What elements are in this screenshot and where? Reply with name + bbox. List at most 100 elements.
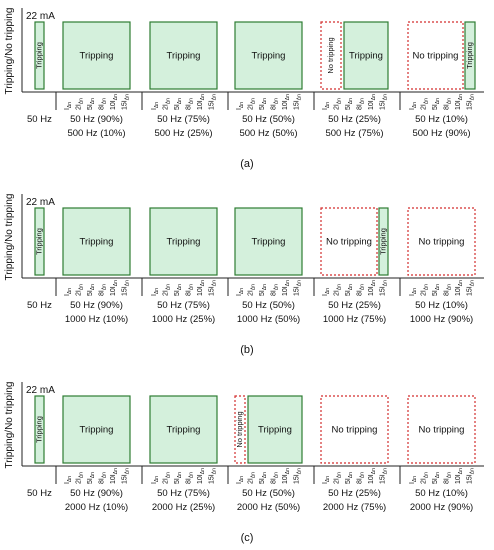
tick-label: 10IΔn [455, 468, 464, 484]
current-label: 22 mA [26, 11, 55, 22]
tick-label: 15IΔn [467, 280, 476, 296]
tick-label: 15IΔn [380, 468, 389, 484]
tick-label: 10IΔn [110, 468, 119, 484]
y-axis-label: Tripping/No tripping [4, 194, 15, 281]
tick-label: 8IΔn [357, 472, 366, 484]
no-tripping-box-label: No tripping [326, 237, 372, 248]
tick-label: 15IΔn [122, 94, 131, 110]
freq-label-2: 1000 Hz (25%) [152, 314, 215, 325]
tick-label: 2IΔn [163, 472, 172, 484]
tick-label: 8IΔn [271, 472, 280, 484]
tick-label: 15IΔn [122, 468, 131, 484]
tick-label: 15IΔn [380, 280, 389, 296]
tick-label: 10IΔn [197, 280, 206, 296]
freq-label-2: 1000 Hz (50%) [237, 314, 300, 325]
tripping-box-label: Tripping [167, 425, 201, 436]
tick-label: 15IΔn [209, 468, 218, 484]
tick-label: 2IΔn [76, 98, 85, 110]
tripping-box [62, 207, 131, 276]
freq-label-1: 50 Hz (50%) [242, 488, 295, 499]
freq-label-2: 2000 Hz (50%) [237, 502, 300, 513]
reference-tripping-box-label: Tripping [34, 416, 43, 443]
freq-label-2: 2000 Hz (75%) [323, 502, 386, 513]
tick-label: 5IΔn [432, 472, 441, 484]
tick-label: 10IΔn [282, 94, 291, 110]
tick-label: 2IΔn [248, 472, 257, 484]
tick-label: 5IΔn [87, 472, 96, 484]
tick-label: 8IΔn [357, 284, 366, 296]
tick-label: IΔn [151, 102, 160, 110]
freq-label-2: 2000 Hz (25%) [152, 502, 215, 513]
tick-label: 2IΔn [421, 284, 430, 296]
reference-freq-label: 50 Hz [27, 300, 52, 311]
tripping-box [234, 207, 303, 276]
tick-label: IΔn [151, 476, 160, 484]
freq-label-1: 50 Hz (25%) [328, 488, 381, 499]
tick-label: 8IΔn [186, 284, 195, 296]
tick-label: 2IΔn [76, 284, 85, 296]
tick-label: 10IΔn [197, 94, 206, 110]
no-tripping-box-label: No tripping [326, 37, 335, 73]
tick-label: 2IΔn [421, 98, 430, 110]
freq-label-1: 50 Hz (50%) [242, 114, 295, 125]
reference-tripping-box-label: Tripping [34, 42, 43, 69]
tick-label: 2IΔn [334, 472, 343, 484]
freq-label-2: 500 Hz (10%) [67, 128, 125, 139]
panel-label: (b) [240, 344, 253, 356]
tripping-box-label: Tripping [80, 237, 114, 248]
tick-label: 15IΔn [294, 468, 303, 484]
current-label: 22 mA [26, 197, 55, 208]
freq-label-1: 50 Hz (90%) [70, 300, 123, 311]
tripping-box-label: Tripping [80, 51, 114, 62]
freq-label-1: 50 Hz (10%) [415, 114, 468, 125]
tick-label: 10IΔn [455, 280, 464, 296]
no-tripping-box [320, 21, 342, 90]
tick-label: 5IΔn [174, 98, 183, 110]
y-axis-label: Tripping/No tripping [4, 8, 15, 95]
no-tripping-box-label: No tripping [419, 237, 465, 248]
tripping-box-label: Tripping [465, 42, 474, 69]
freq-label-1: 50 Hz (10%) [415, 300, 468, 311]
freq-label-1: 50 Hz (90%) [70, 114, 123, 125]
tick-label: 15IΔn [294, 280, 303, 296]
tick-label: 5IΔn [87, 98, 96, 110]
panel-label: (a) [240, 158, 253, 170]
no-tripping-box-label: No tripping [419, 425, 465, 436]
tick-label: 5IΔn [259, 284, 268, 296]
tick-label: IΔn [409, 476, 418, 484]
tick-label: 2IΔn [163, 284, 172, 296]
tick-label: IΔn [64, 102, 73, 110]
tick-label: 8IΔn [99, 98, 108, 110]
panel-label: (c) [241, 532, 254, 544]
tripping-box-label: Tripping [252, 51, 286, 62]
current-label: 22 mA [26, 385, 55, 396]
tick-label: 5IΔn [345, 284, 354, 296]
tick-label: 5IΔn [345, 98, 354, 110]
freq-label-1: 50 Hz (25%) [328, 114, 381, 125]
tick-label: 8IΔn [186, 472, 195, 484]
tick-label: 2IΔn [76, 472, 85, 484]
tick-label: IΔn [322, 476, 331, 484]
no-tripping-box-label: No tripping [235, 411, 244, 447]
freq-label-1: 50 Hz (75%) [157, 114, 210, 125]
tick-label: 15IΔn [294, 94, 303, 110]
reference-tripping-box-label: Tripping [34, 228, 43, 255]
tick-label: 2IΔn [248, 98, 257, 110]
tick-label: IΔn [322, 288, 331, 296]
tick-label: IΔn [151, 288, 160, 296]
tripping-box-label: Tripping [258, 425, 292, 436]
tick-label: 10IΔn [197, 468, 206, 484]
freq-label-1: 50 Hz (75%) [157, 488, 210, 499]
tripping-box [343, 21, 389, 90]
tick-label: 10IΔn [110, 280, 119, 296]
freq-label-2: 500 Hz (25%) [154, 128, 212, 139]
no-tripping-box [407, 207, 476, 276]
